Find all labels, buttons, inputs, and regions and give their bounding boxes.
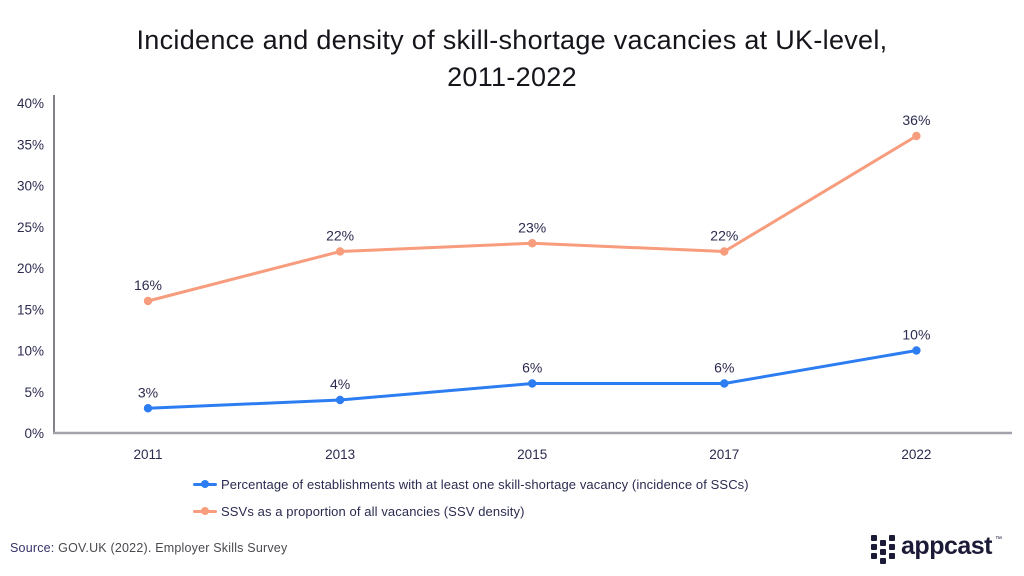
data-point-marker [912, 346, 921, 355]
chart-title: Incidence and density of skill-shortage … [0, 22, 1024, 96]
y-axis-tick-label: 0% [24, 426, 44, 441]
legend-marker-orange-dot-icon [201, 507, 209, 515]
logo-squares-column [871, 534, 878, 559]
chart-legend: Percentage of establishments with at lea… [193, 475, 749, 520]
data-point-marker [335, 395, 345, 405]
legend-marker-blue-dot-icon [201, 480, 209, 488]
source-note: Source: GOV.UK (2022). Employer Skills S… [10, 541, 287, 555]
logo-squares-column [889, 534, 896, 559]
x-axis-tick-label: 2017 [709, 447, 739, 462]
legend-marker-orange-line-icon [193, 507, 217, 515]
y-axis-tick-label: 5% [24, 385, 44, 400]
chart-title-line1: Incidence and density of skill-shortage … [136, 25, 888, 55]
data-point-label: 6% [522, 360, 542, 376]
data-point-label: 3% [138, 384, 158, 400]
data-point-marker [720, 247, 729, 256]
x-axis-tick-label: 2015 [517, 447, 547, 462]
data-point-marker [528, 239, 537, 248]
chart-title-line2: 2011-2022 [447, 62, 577, 92]
data-point-marker [720, 379, 729, 388]
data-point-marker [528, 379, 537, 388]
data-point-label: 22% [710, 228, 738, 244]
x-axis-tick-label: 2013 [325, 447, 355, 462]
y-axis-tick-label: 15% [17, 302, 44, 317]
y-axis-tick-label: 10% [17, 344, 44, 359]
source-text: GOV.UK (2022). Employer Skills Survey [58, 541, 288, 555]
appcast-logo: appcast ™ [871, 532, 1002, 564]
legend-label-incidence: Percentage of establishments with at lea… [221, 476, 749, 492]
appcast-logo-text: appcast [901, 532, 992, 560]
data-point-label: 36% [902, 112, 930, 128]
y-axis-tick-label: 30% [17, 179, 44, 194]
data-point-label: 10% [902, 327, 930, 343]
y-axis-tick-label: 40% [17, 96, 44, 111]
data-point-label: 4% [330, 376, 350, 392]
legend-marker-blue-line-icon [193, 480, 217, 488]
y-axis-tick-label: 20% [17, 261, 44, 276]
data-point-marker [143, 404, 153, 413]
trademark-symbol: ™ [995, 536, 1002, 543]
data-point-marker [912, 131, 921, 141]
legend-label-density: SSVs as a proportion of all vacancies (S… [221, 503, 525, 519]
data-point-marker [335, 247, 345, 256]
appcast-logo-icon [871, 534, 896, 564]
data-point-label: 16% [134, 277, 162, 293]
y-axis-tick-label: 35% [17, 137, 44, 152]
source-label: Source: [10, 541, 55, 555]
data-point-label: 22% [326, 228, 354, 244]
logo-squares-column [880, 539, 887, 564]
x-axis-tick-label: 2022 [901, 447, 931, 462]
legend-item-density: SSVs as a proportion of all vacancies (S… [193, 502, 749, 520]
legend-item-incidence: Percentage of establishments with at lea… [193, 475, 749, 493]
data-point-marker [143, 296, 153, 306]
y-axis-tick-label: 25% [17, 220, 44, 235]
data-point-label: 23% [518, 219, 546, 235]
data-point-label: 6% [714, 360, 734, 376]
x-axis-tick-label: 2011 [133, 447, 162, 462]
